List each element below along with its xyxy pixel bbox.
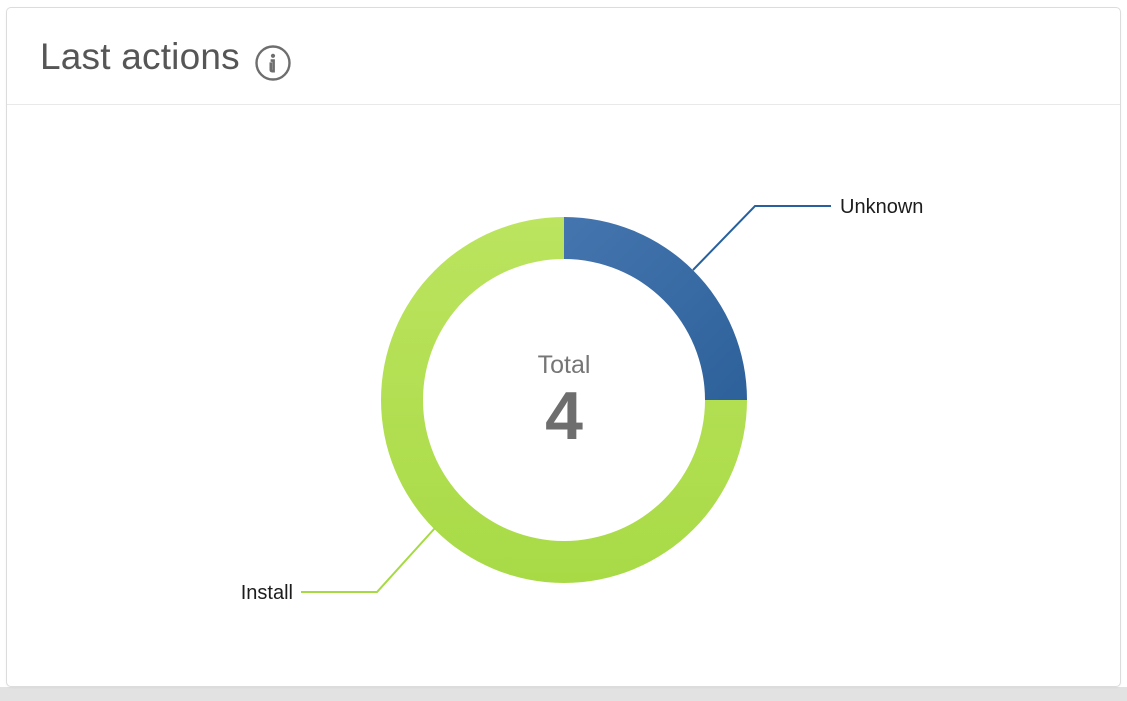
info-icon-circle [255,44,291,81]
info-icon-dot [270,53,275,58]
last-actions-card: Last actions [6,7,1121,687]
donut-segment-unknown[interactable] [564,217,747,400]
page-background-strip [0,687,1127,701]
info-icon-stem [269,58,275,72]
page-title: Last actions [40,35,240,77]
info-circle-icon[interactable] [253,43,293,83]
card-header: Last actions [7,8,1120,105]
